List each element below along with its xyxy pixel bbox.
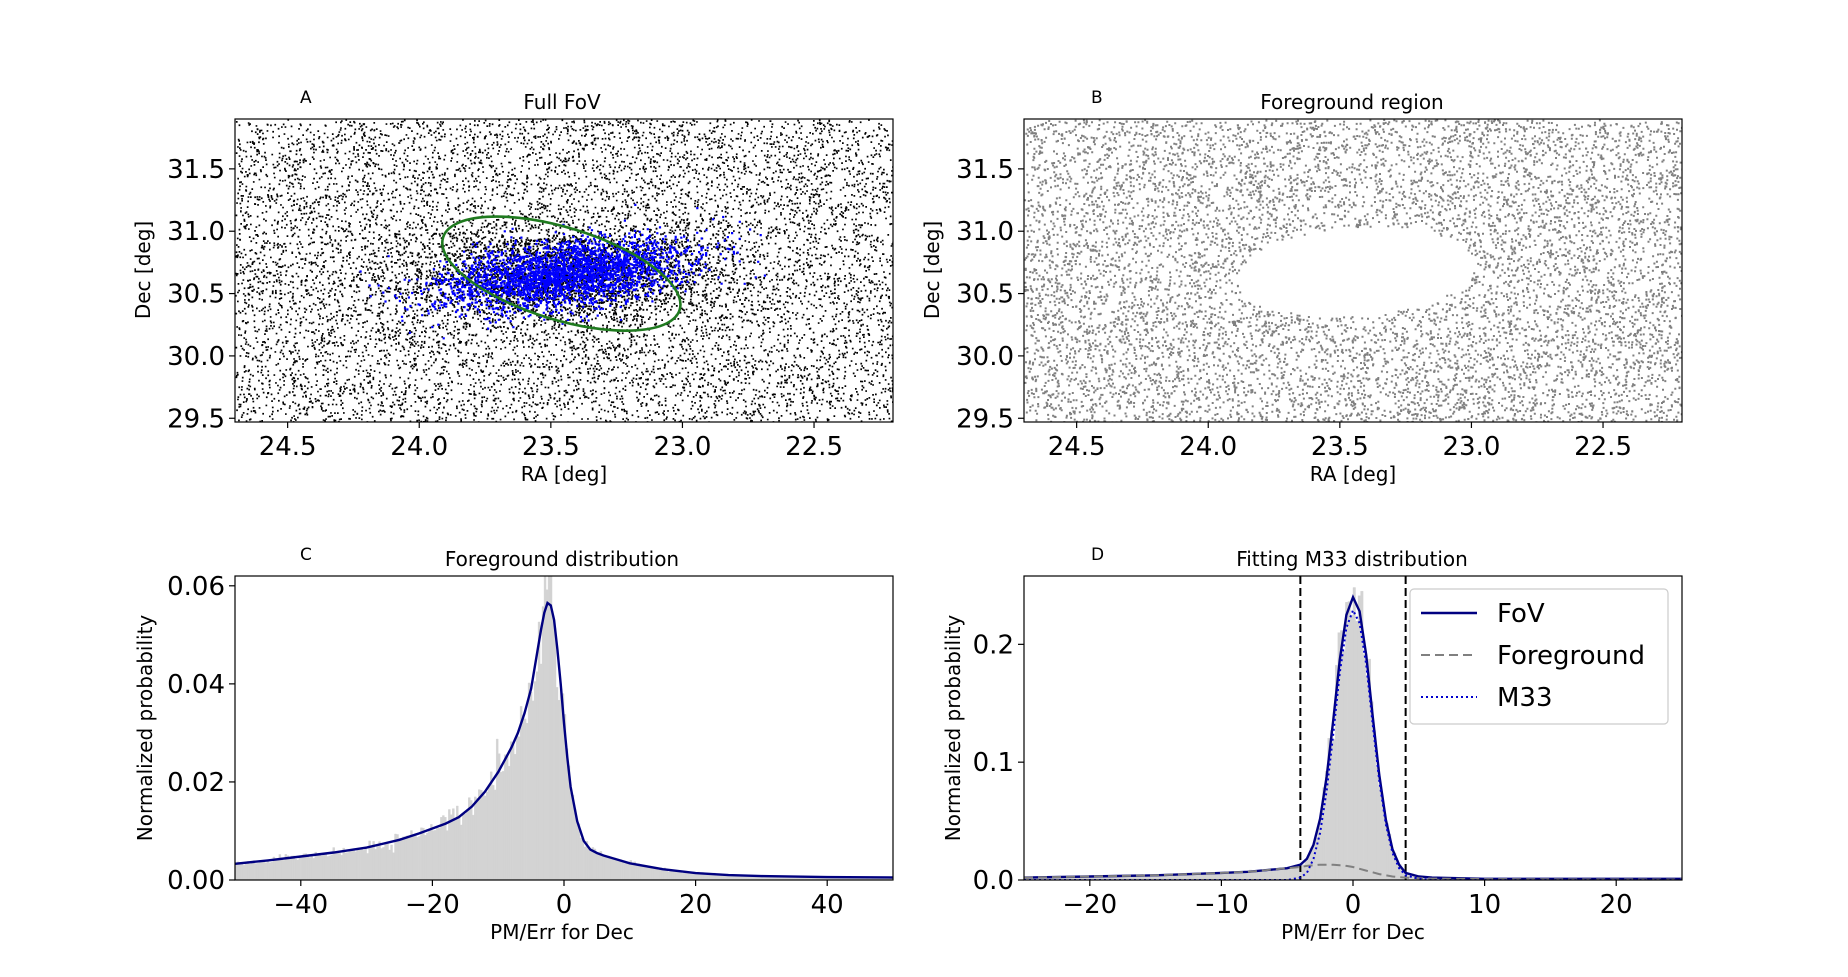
panel-d-xtick-label: 10 [1468,890,1501,920]
panel-b-ytick-label: 29.5 [956,404,1014,434]
legend-m33-label: M33 [1497,683,1553,713]
panel-a: A Full FoV 24.5 24.0 23.5 23.0 22.5 29.5 30.0… [131,88,894,486]
panel-d: D Fitting M33 distribution −20 −10 0 10 20 0… [941,545,1683,944]
panel-a-xtick-label: 24.5 [259,432,317,462]
panel-b: B Foreground region 24.5 24.0 23.5 23.0 22.5… [920,88,1683,486]
panel-a-ytick-label: 29.5 [167,404,225,434]
panel-c-xtick-label: 40 [811,890,844,920]
panel-c-xlabel: PM/Err for Dec [490,920,634,944]
panel-d-vlines [1299,576,1407,880]
panel-a-ytick-label: 30.5 [167,280,225,310]
panel-a-xaxis: 24.5 24.0 23.5 23.0 22.5 [259,422,843,462]
panel-d-xaxis: −20 −10 0 10 20 [1062,880,1633,920]
panel-d-yaxis: 0.0 0.1 0.2 [973,630,1024,896]
panel-a-scatter [235,119,893,422]
panel-d-xtick-label: 20 [1600,890,1633,920]
panel-b-ytick-label: 31.5 [956,155,1014,185]
panel-d-line-foreground [1024,863,1682,880]
panel-d-xlabel: PM/Err for Dec [1281,920,1425,944]
panel-a-xtick-label: 23.0 [653,432,711,462]
panel-a-yaxis: 29.5 30.0 30.5 31.0 31.5 [167,155,235,434]
panel-a-letter: A [300,88,312,108]
panel-b-xtick-label: 23.0 [1442,432,1500,462]
panel-a-ytick-label: 31.5 [167,155,225,185]
panel-a-ytick-label: 31.0 [167,217,225,247]
panel-b-xtick-label: 23.5 [1311,432,1369,462]
panel-c-yaxis: 0.00 0.02 0.04 0.06 [167,572,235,896]
panel-b-foreground-points [1024,119,1682,422]
panel-b-ylabel: Dec [deg] [920,221,944,319]
panel-b-frame [1023,118,1683,423]
panel-b-xaxis: 24.5 24.0 23.5 23.0 22.5 [1048,422,1632,462]
panel-b-xtick-label: 22.5 [1574,432,1632,462]
panel-d-ytick-label: 0.0 [973,866,1014,896]
panel-c-ytick-label: 0.00 [167,866,225,896]
panel-a-xtick-label: 22.5 [785,432,843,462]
panel-a-m33-points [359,203,766,340]
panel-b-scatter [1024,119,1682,422]
panel-c-xtick-label: 20 [679,890,712,920]
panel-b-letter: B [1091,88,1103,108]
panel-b-ytick-label: 31.0 [956,217,1014,247]
panel-a-xtick-label: 23.5 [522,432,580,462]
panel-d-letter: D [1091,545,1104,565]
panel-a-xlabel: RA [deg] [521,462,607,486]
panel-c-xtick-label: −40 [273,890,328,920]
panel-c-ytick-label: 0.06 [167,572,225,602]
panel-a-title: Full FoV [523,90,601,114]
panel-b-yaxis: 29.5 30.0 30.5 31.0 31.5 [956,155,1024,434]
panel-a-field-points [235,119,893,422]
panel-b-xtick-label: 24.5 [1048,432,1106,462]
panel-d-legend: FoV Foreground M33 [1409,588,1669,725]
panel-a-ylabel: Dec [deg] [131,221,155,319]
panel-b-xlabel: RA [deg] [1310,462,1396,486]
panel-c-xaxis: −40 −20 0 20 40 [273,880,844,920]
panel-a-ellipse [441,215,682,332]
panel-d-xtick-label: −20 [1062,890,1117,920]
panel-a-frame [234,118,894,423]
panel-b-ytick-label: 30.5 [956,280,1014,310]
panel-c-letter: C [300,545,312,565]
panel-a-xtick-label: 24.0 [390,432,448,462]
panel-d-ylabel: Normalized probability [941,615,965,842]
panel-c-title: Foreground distribution [445,547,679,571]
panel-b-title: Foreground region [1260,90,1444,114]
panel-c-ytick-label: 0.04 [167,670,225,700]
legend-fov-label: FoV [1497,599,1545,629]
panel-d-title: Fitting M33 distribution [1236,547,1468,571]
panel-d-lines [1024,594,1682,880]
panel-c-density-line [234,601,894,879]
panel-a-core-points [306,185,816,358]
panel-d-ytick-label: 0.1 [973,748,1014,778]
panel-c-ytick-label: 0.02 [167,768,225,798]
panel-b-xtick-label: 24.0 [1179,432,1237,462]
panel-a-ytick-label: 30.0 [167,342,225,372]
legend-box [1409,588,1669,725]
panel-c-xtick-label: 0 [556,890,573,920]
panel-d-xtick-label: −10 [1194,890,1249,920]
legend-foreground-label: Foreground [1497,641,1645,671]
panel-c: C Foreground distribution −40 −20 0 20 40 0.… [133,545,894,944]
panel-b-ytick-label: 30.0 [956,342,1014,372]
panel-c-ylabel: Normalized probability [133,615,157,842]
panel-d-xtick-label: 0 [1345,890,1362,920]
panel-d-ytick-label: 0.2 [973,630,1014,660]
panel-c-xtick-label: −20 [405,890,460,920]
